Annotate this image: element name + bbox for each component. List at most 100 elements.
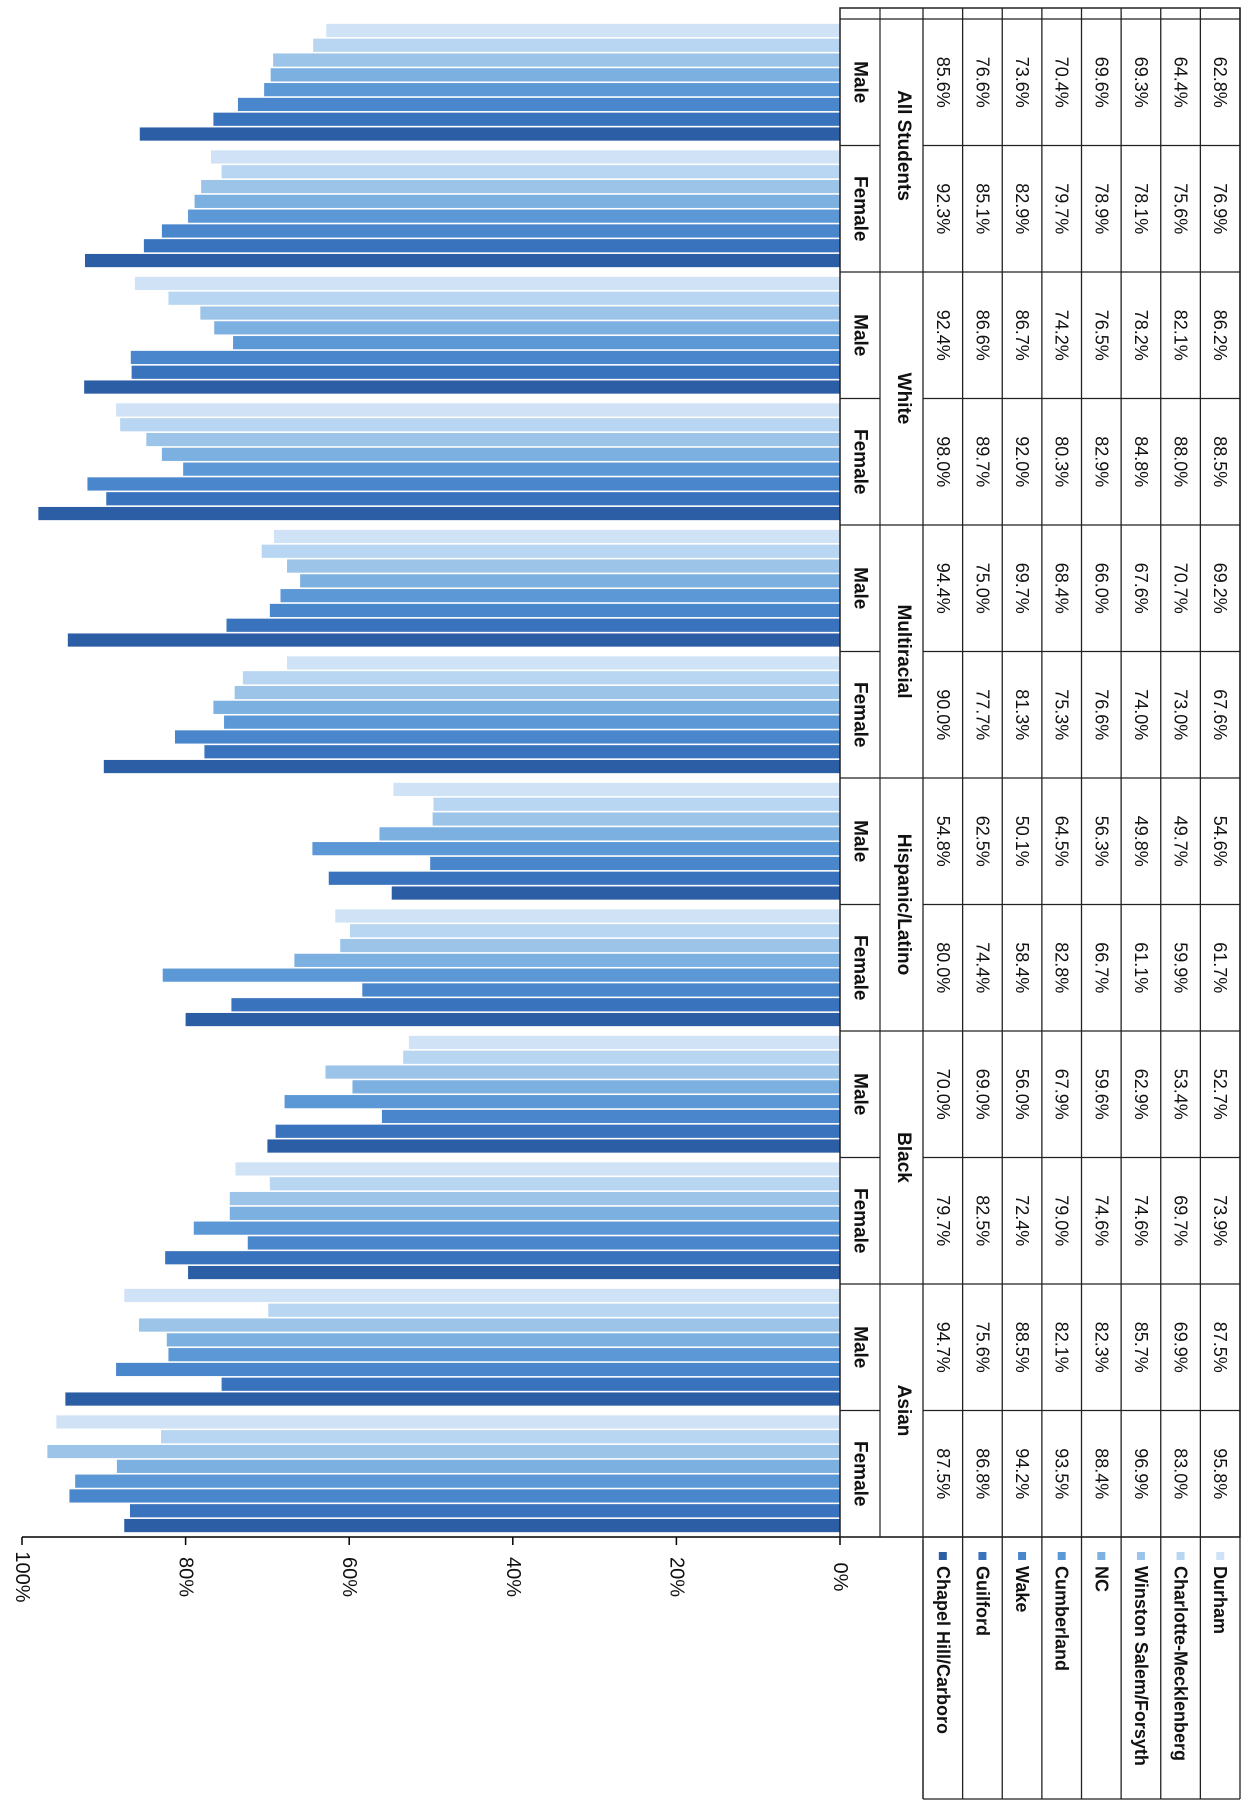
bar-4-10 [194, 194, 840, 208]
value-axis-tick-label: 40% [502, 1557, 524, 1597]
data-label: 83.0% [1171, 1448, 1191, 1499]
data-label: 80.3% [1052, 436, 1072, 487]
data-label: 94.4% [933, 563, 953, 614]
bar-0-7 [67, 633, 841, 647]
category-label: Male [850, 567, 871, 609]
bar-4-0 [116, 1459, 840, 1473]
data-label: 79.7% [933, 1195, 953, 1246]
data-label: 78.9% [1091, 183, 1111, 234]
bar-2-8 [87, 477, 840, 491]
bar-0-3 [267, 1139, 840, 1153]
data-label: 75.6% [972, 1322, 992, 1373]
data-label: 94.7% [933, 1322, 953, 1373]
bar-1-11 [213, 112, 841, 126]
bar-4-6 [213, 700, 841, 714]
data-label: 76.6% [972, 57, 992, 108]
legend-key-6 [1176, 1552, 1185, 1560]
data-label: 82.3% [1091, 1322, 1111, 1373]
bar-1-10 [143, 239, 840, 253]
bar-7-6 [287, 656, 841, 670]
bar-7-1 [124, 1288, 840, 1303]
data-label: 75.6% [1171, 183, 1191, 234]
bar-2-7 [269, 603, 840, 618]
data-label: 66.7% [1091, 942, 1111, 993]
bar-4-5 [379, 827, 840, 841]
bar-6-0 [161, 1430, 840, 1444]
bar-0-2 [188, 1265, 840, 1280]
data-label: 69.9% [1171, 1322, 1191, 1373]
bar-1-7 [226, 618, 840, 632]
legend-key-3 [1057, 1552, 1066, 1560]
bar-2-11 [237, 97, 840, 112]
data-label: 86.6% [972, 310, 992, 361]
data-label: 67.6% [1210, 689, 1230, 740]
bars-group [38, 23, 841, 1533]
bar-5-10 [201, 179, 841, 194]
data-label: 75.0% [972, 563, 992, 614]
data-label: 90.0% [933, 689, 953, 740]
data-label: 87.5% [933, 1448, 953, 1499]
bar-5-4 [340, 938, 840, 953]
data-label: 73.0% [1171, 689, 1191, 740]
data-label: 69.2% [1210, 563, 1230, 614]
data-label: 61.1% [1131, 942, 1151, 993]
value-axis-tick-label: 60% [338, 1557, 360, 1597]
data-label: 74.4% [972, 942, 992, 993]
bar-3-4 [162, 968, 841, 982]
bar-6-5 [433, 797, 840, 811]
data-label: 86.8% [972, 1448, 992, 1499]
bar-3-0 [75, 1474, 841, 1488]
data-label: 76.9% [1210, 183, 1230, 234]
data-label: 81.3% [1012, 689, 1032, 740]
data-label: 72.4% [1012, 1195, 1032, 1246]
data-label: 95.8% [1210, 1448, 1230, 1499]
bar-0-6 [103, 759, 841, 774]
data-label: 64.4% [1171, 57, 1191, 108]
bar-0-8 [38, 506, 841, 521]
bar-4-7 [300, 574, 840, 588]
data-label: 98.0% [933, 436, 953, 487]
data-label: 62.8% [1210, 57, 1230, 108]
group-label: White [893, 373, 914, 425]
bar-2-4 [362, 983, 840, 997]
legend-key-0 [938, 1552, 947, 1560]
bar-4-8 [161, 447, 841, 461]
data-label: 78.2% [1131, 310, 1151, 361]
data-label: 62.9% [1131, 1069, 1151, 1120]
group-label: Hispanic/Latino [893, 834, 914, 975]
bar-3-8 [183, 462, 840, 476]
data-label: 87.5% [1210, 1322, 1230, 1373]
bar-5-0 [47, 1444, 840, 1459]
bar-2-1 [116, 1362, 840, 1377]
bar-1-5 [328, 871, 840, 885]
bar-6-3 [403, 1050, 840, 1064]
bar-6-2 [269, 1177, 840, 1191]
group-label: All Students [893, 90, 914, 201]
bar-5-5 [432, 812, 840, 826]
value-axis-tick-label: 100% [11, 1551, 33, 1602]
bar-5-9 [200, 306, 841, 320]
value-axis-tick-label: 0% [829, 1563, 851, 1592]
legend-label: Charlotte-Mecklenberg [1171, 1566, 1191, 1761]
bar-0-4 [185, 1012, 841, 1027]
data-label: 79.7% [1052, 183, 1072, 234]
data-label: 86.7% [1012, 310, 1032, 361]
bar-7-3 [408, 1035, 840, 1050]
data-label: 80.0% [933, 942, 953, 993]
bar-3-10 [188, 209, 840, 223]
data-label: 69.3% [1131, 57, 1151, 108]
table-border [839, 7, 1241, 1538]
bar-1-4 [231, 998, 840, 1012]
data-label: 92.0% [1012, 436, 1032, 487]
bar-3-9 [233, 336, 840, 350]
data-label: 56.3% [1091, 816, 1111, 867]
category-label: Male [850, 61, 871, 103]
bar-5-11 [273, 53, 841, 67]
bar-5-2 [229, 1191, 841, 1206]
data-label: 61.7% [1210, 942, 1230, 993]
data-label: 89.7% [972, 436, 992, 487]
data-label: 50.1% [1012, 816, 1032, 867]
data-label: 86.2% [1210, 310, 1230, 361]
data-label: 74.0% [1131, 689, 1151, 740]
